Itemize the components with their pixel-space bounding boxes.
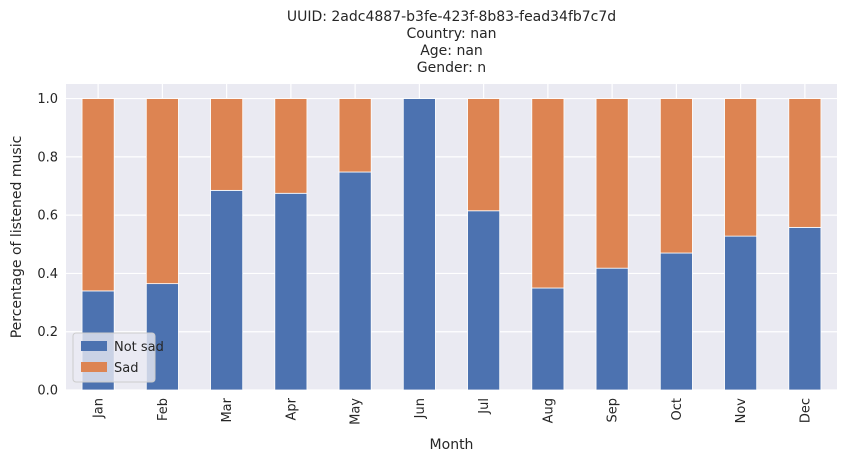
bar-sad-oct bbox=[659, 98, 693, 254]
x-tick-label-sep: Sep bbox=[606, 398, 621, 423]
bar-not-sad-nov bbox=[724, 235, 758, 391]
x-tick-label-jan: Jan bbox=[92, 398, 107, 419]
bars bbox=[81, 98, 822, 391]
bar-not-sad-jun bbox=[402, 98, 436, 391]
y-axis-label: Percentage of listened music bbox=[9, 136, 25, 339]
plot-area bbox=[66, 84, 837, 390]
bar-not-sad-dec bbox=[788, 226, 822, 391]
bar-not-sad-mar bbox=[210, 189, 244, 391]
bar-not-sad-sep bbox=[595, 267, 629, 391]
y-tick-label: 1.0 bbox=[37, 92, 58, 107]
title-line-gender: Gender: n bbox=[417, 60, 486, 76]
title-line-uuid: UUID: 2adc4887-b3fe-423f-8b83-fead34fb7c… bbox=[287, 9, 616, 25]
bar-not-sad-oct bbox=[659, 252, 693, 391]
x-tick-label-nov: Nov bbox=[734, 398, 749, 424]
bar-sad-sep bbox=[595, 98, 629, 269]
bar-sad-feb bbox=[145, 98, 179, 285]
bar-sad-dec bbox=[788, 98, 822, 228]
y-tick-label: 0.6 bbox=[37, 209, 58, 224]
bar-not-sad-apr bbox=[274, 192, 308, 391]
y-tick-label: 0.4 bbox=[37, 267, 58, 282]
bar-sad-may bbox=[338, 98, 372, 173]
title-line-country: Country: nan bbox=[406, 26, 496, 42]
legend-swatch-sad bbox=[81, 362, 107, 372]
legend-label-sad: Sad bbox=[114, 361, 138, 376]
chart-title: UUID: 2adc4887-b3fe-423f-8b83-fead34fb7c… bbox=[287, 9, 616, 76]
x-tick-label-may: May bbox=[349, 398, 364, 425]
x-tick-labels: Jan Feb Mar Apr May Jun Jul Aug Sep Oct Nov Dec bbox=[92, 397, 814, 425]
x-tick-label-aug: Aug bbox=[541, 398, 556, 423]
bar-sad-nov bbox=[724, 98, 758, 237]
y-tick-label: 0.8 bbox=[37, 150, 58, 165]
bar-sad-jan bbox=[81, 98, 115, 292]
legend-swatch-not-sad bbox=[81, 341, 107, 351]
bar-not-sad-jul bbox=[467, 210, 501, 391]
x-tick-label-jul: Jul bbox=[477, 398, 492, 415]
legend-label-not-sad: Not sad bbox=[114, 340, 164, 355]
bar-sad-mar bbox=[210, 98, 244, 191]
title-line-age: Age: nan bbox=[420, 43, 483, 59]
x-axis-label: Month bbox=[430, 437, 474, 453]
x-tick-label-dec: Dec bbox=[798, 398, 813, 423]
legend: Not sad Sad bbox=[72, 332, 164, 383]
x-tick-label-jun: Jun bbox=[413, 398, 428, 419]
bar-sad-apr bbox=[274, 98, 308, 194]
x-tick-label-feb: Feb bbox=[156, 398, 171, 421]
bar-sad-aug bbox=[531, 98, 565, 289]
x-tick-label-mar: Mar bbox=[220, 397, 235, 422]
y-tick-label: 0.0 bbox=[37, 384, 58, 399]
x-tick-label-oct: Oct bbox=[670, 398, 685, 420]
bar-sad-jul bbox=[467, 98, 501, 212]
bar-not-sad-may bbox=[338, 171, 372, 391]
y-tick-label: 0.2 bbox=[37, 325, 58, 340]
x-tick-label-apr: Apr bbox=[284, 397, 299, 420]
bar-not-sad-aug bbox=[531, 287, 565, 391]
y-tick-labels: 0.0 0.2 0.4 0.6 0.8 1.0 bbox=[37, 92, 58, 398]
